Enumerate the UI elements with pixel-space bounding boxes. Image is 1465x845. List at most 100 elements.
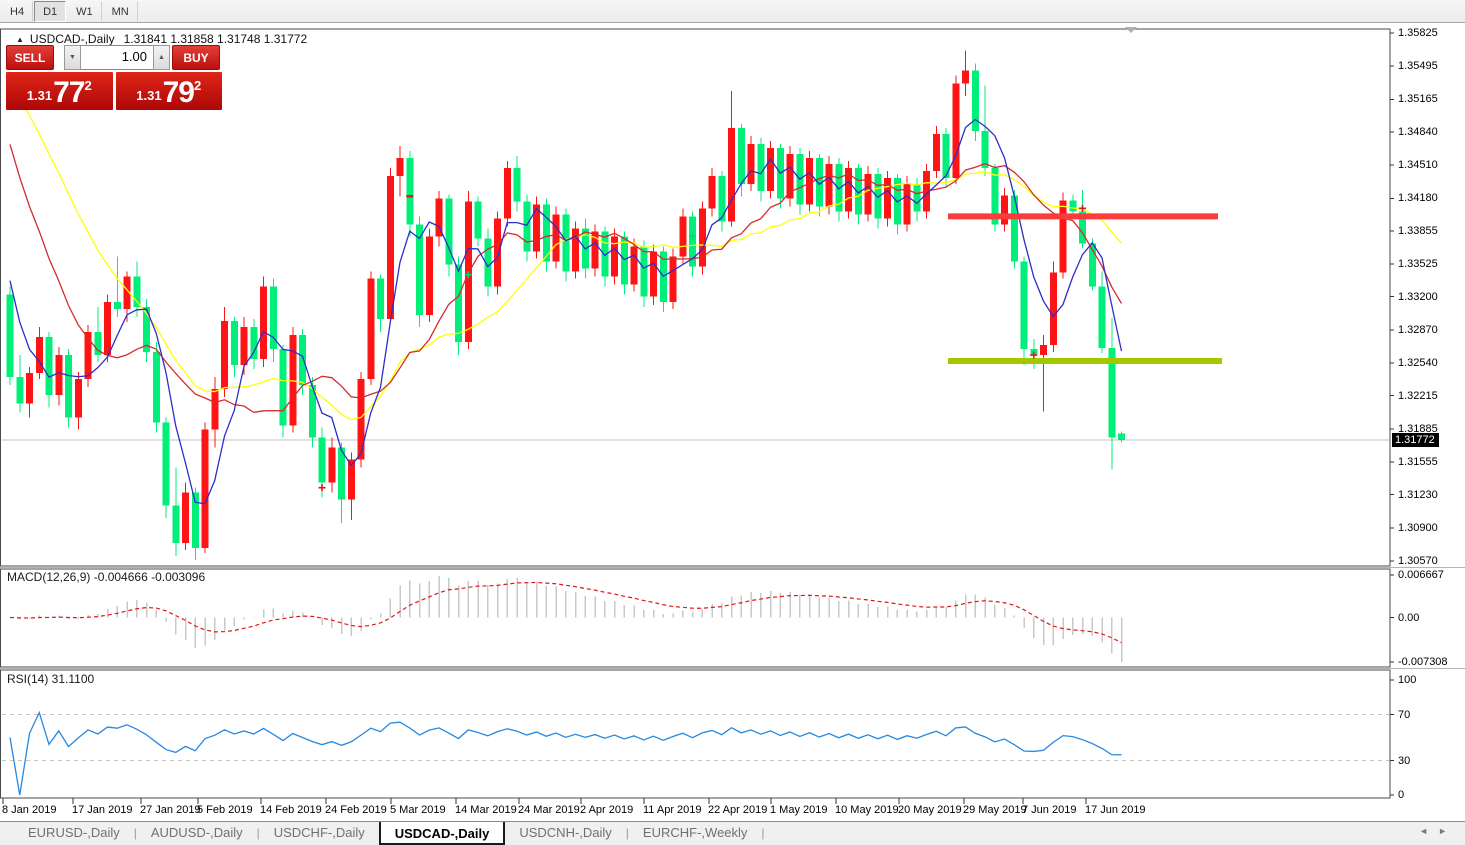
candle-body — [299, 334, 306, 386]
candle-body — [474, 201, 482, 239]
candle-body — [1020, 261, 1028, 349]
candle-body — [1108, 347, 1116, 438]
date-axis-label: 14 Feb 2019 — [260, 804, 322, 816]
candle-body — [279, 348, 287, 426]
candle-body — [659, 251, 667, 302]
candle-body — [84, 331, 92, 380]
candle-body — [728, 127, 735, 222]
price-axis-label: 1.32540 — [1398, 357, 1438, 370]
candle-body — [620, 236, 628, 285]
trade-marker-cross-icon — [689, 232, 696, 240]
candle-body — [1030, 348, 1038, 356]
candle-body — [640, 246, 648, 297]
candle-body — [1040, 344, 1047, 356]
tab-scroll-left-icon[interactable]: ◄ — [1419, 826, 1439, 836]
buy-price-digits: 79 — [162, 76, 195, 109]
candle-body — [347, 459, 355, 500]
timeframe-mn-button[interactable]: MN — [103, 1, 138, 22]
volume-decrease-button[interactable]: ▼ — [64, 45, 81, 70]
sell-price-panel[interactable]: 1.31 77 2 — [6, 72, 113, 110]
candle-body — [767, 148, 774, 192]
price-axis-label: 1.31885 — [1398, 422, 1438, 435]
candle-body — [1059, 200, 1067, 273]
candle-body — [981, 130, 989, 169]
candle-body — [650, 251, 657, 297]
symbol-tab-audusd[interactable]: AUDUSD-,Daily — [150, 825, 243, 840]
candle-body — [1010, 195, 1018, 262]
candle-body — [143, 306, 150, 353]
price-axis-label: 1.35825 — [1398, 27, 1438, 39]
price-axis-label: 1.32215 — [1398, 389, 1438, 402]
symbol-tab-usdchf[interactable]: USDCHF-,Daily — [273, 825, 365, 840]
trade-marker-cross-icon — [1030, 351, 1038, 359]
buy-price-panel[interactable]: 1.31 79 2 — [115, 72, 222, 110]
date-axis-label: 17 Jun 2019 — [1085, 804, 1146, 816]
timeframe-w1-button[interactable]: W1 — [67, 1, 102, 22]
candle-body — [611, 236, 618, 277]
candle-body — [1001, 195, 1008, 225]
timeframe-h4-button[interactable]: H4 — [1, 1, 34, 22]
candle-body — [591, 231, 599, 269]
trade-marker-cross-icon — [318, 484, 326, 492]
candle-body — [104, 301, 111, 356]
date-axis-label: 2 Apr 2019 — [580, 804, 634, 816]
candle-body — [94, 331, 102, 356]
candle-body — [737, 127, 745, 185]
candle-body — [308, 385, 316, 438]
candle-body — [162, 422, 170, 506]
candle-body — [572, 228, 579, 272]
buy-button[interactable]: BUY — [172, 45, 220, 70]
candle-body — [328, 447, 336, 483]
price-axis-label: 1.35495 — [1398, 60, 1438, 73]
date-axis-label: 5 Feb 2019 — [197, 804, 253, 816]
candle-body — [6, 294, 14, 378]
candle-body — [182, 492, 189, 543]
candle-body — [230, 320, 238, 366]
candle-body — [718, 176, 726, 222]
candle-body — [630, 246, 638, 285]
macd-axis-label: 0.00 — [1398, 611, 1420, 624]
chart-title: ▲ USDCAD-,Daily 1.31841 1.31858 1.31748 1.… — [16, 32, 307, 46]
candle-body — [533, 204, 540, 252]
price-axis-label: 1.34510 — [1398, 159, 1438, 172]
tab-separator: | — [133, 826, 137, 840]
sell-price-point: 2 — [84, 78, 92, 93]
sell-button[interactable]: SELL — [6, 45, 54, 70]
volume-increase-button[interactable]: ▲ — [153, 45, 170, 70]
tab-scroll-right-icon[interactable]: ► — [1438, 826, 1457, 836]
candle-body — [815, 158, 823, 207]
candle-body — [1098, 286, 1106, 348]
chart-shift-marker-icon[interactable] — [1125, 27, 1137, 33]
collapse-panel-icon[interactable]: ▲ — [16, 35, 24, 44]
tab-separator: | — [256, 826, 260, 840]
symbol-tab-usdcad[interactable]: USDCAD-,Daily — [378, 822, 506, 845]
candle-body — [1118, 433, 1125, 441]
candle-body — [455, 264, 462, 342]
symbol-tab-eurchf[interactable]: EURCHF-,Weekly — [642, 825, 748, 840]
candle-body — [874, 174, 882, 219]
symbol-tab-eurusd[interactable]: EURUSD-,Daily — [28, 825, 120, 840]
spinner-up-icon: ▲ — [158, 54, 165, 61]
volume-input[interactable]: 1.00 — [81, 45, 153, 70]
rsi-axis-label: 70 — [1398, 708, 1411, 721]
price-axis-label: 1.33525 — [1398, 258, 1438, 271]
candle-body — [884, 178, 891, 219]
candle-body — [689, 216, 696, 267]
rsi-line — [9, 710, 1122, 796]
candle-body — [289, 334, 297, 426]
date-axis-label: 14 Mar 2019 — [455, 804, 517, 816]
candle-body — [825, 164, 833, 207]
candle-body — [435, 198, 443, 237]
candle-body — [113, 301, 121, 309]
symbol-tab-usdcnh[interactable]: USDCNH-,Daily — [519, 825, 612, 840]
candle-body — [864, 174, 872, 215]
candle-body — [835, 164, 843, 212]
candle-body — [318, 437, 326, 483]
buy-price-prefix: 1.31 — [136, 88, 162, 103]
sell-price-prefix: 1.31 — [26, 88, 53, 103]
timeframe-d1-button[interactable]: D1 — [34, 1, 67, 22]
candle-body — [494, 218, 501, 287]
macd-indicator-label: MACD(12,26,9) -0.004666 -0.003096 — [7, 570, 206, 584]
candle-body — [503, 168, 511, 219]
